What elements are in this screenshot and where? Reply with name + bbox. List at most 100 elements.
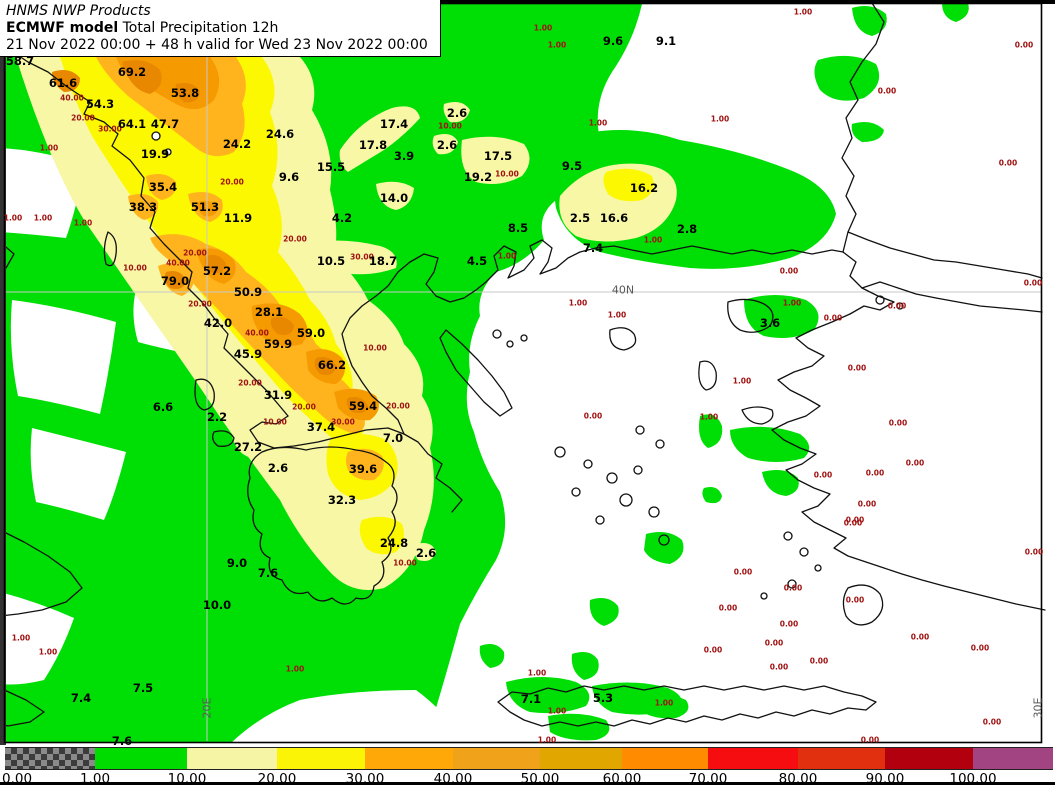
coastlines bbox=[0, 2, 1046, 727]
contour-value-label: 40.00 bbox=[245, 328, 269, 338]
contour-value-label: 1.00 bbox=[710, 114, 730, 124]
colorbar-segment-90.00 bbox=[885, 747, 973, 770]
island-marmara-1 bbox=[875, 295, 885, 305]
title-model-line: ECMWF model Total Precipitation 12h bbox=[6, 20, 434, 37]
title-validity: 21 Nov 2022 00:00 + 48 h valid for Wed 2… bbox=[6, 37, 428, 53]
coastline-italy-heel bbox=[0, 529, 83, 617]
precip-value-label: 14.0 bbox=[379, 191, 409, 205]
contour-value-label: 0.00 bbox=[583, 411, 603, 421]
precip-value-label: 59.4 bbox=[348, 399, 378, 413]
contour-value-label: 0.00 bbox=[779, 619, 799, 629]
title-box: HNMS NWP Products ECMWF model Total Prec… bbox=[0, 0, 441, 57]
precip-value-label: 69.2 bbox=[117, 65, 147, 79]
graticule-label-20e: 20E bbox=[200, 697, 214, 719]
precip-value-label: 2.6 bbox=[436, 138, 458, 152]
contour-value-label: 0.00 bbox=[888, 418, 908, 428]
contour-value-label: 0.00 bbox=[1014, 40, 1034, 50]
contour-value-label: 10.00 bbox=[438, 121, 462, 131]
contour-value-label: 1.00 bbox=[643, 235, 663, 245]
precip-value-label: 8.5 bbox=[507, 221, 529, 235]
precip-value-label: 2.2 bbox=[206, 410, 228, 424]
precip-value-label: 66.2 bbox=[317, 358, 347, 372]
island-tinos bbox=[655, 439, 665, 449]
coastline-crete bbox=[497, 685, 877, 727]
contour-value-label: 0.00 bbox=[877, 86, 897, 96]
island-cyclades-9 bbox=[658, 534, 670, 546]
contour-value-label: 20.00 bbox=[292, 402, 316, 412]
contour-value-label: 0.00 bbox=[769, 662, 789, 672]
precip-value-label: 54.3 bbox=[85, 97, 115, 111]
precip-value-label: 61.6 bbox=[48, 76, 78, 90]
precip-value-label: 10.5 bbox=[316, 254, 346, 268]
contour-value-label: 0.00 bbox=[703, 645, 723, 655]
coastline-chalkidiki-north bbox=[485, 239, 844, 283]
island-andros bbox=[635, 425, 645, 435]
precip-value-label: 59.9 bbox=[263, 337, 293, 351]
precip-value-label: 4.5 bbox=[466, 254, 488, 268]
island-cyclades-8 bbox=[595, 515, 605, 525]
colorbar-tick-label: 1.00 bbox=[79, 771, 111, 785]
contour-value-label: 1.00 bbox=[285, 664, 305, 674]
coastline-attica bbox=[403, 433, 463, 513]
contour-value-label: 1.00 bbox=[11, 633, 31, 643]
island-cyclades-6 bbox=[619, 493, 633, 507]
coastline-blacksea bbox=[841, 2, 885, 253]
contour-value-label: 10.00 bbox=[263, 417, 287, 427]
precip-value-label: 3.9 bbox=[393, 149, 415, 163]
contour-value-label: 20.00 bbox=[71, 113, 95, 123]
precip-value-label: 79.0 bbox=[160, 274, 190, 288]
contour-value-label: 40.00 bbox=[166, 258, 190, 268]
contour-value-label: 1.00 bbox=[39, 143, 59, 153]
graticule-label-40n: 40N bbox=[611, 283, 635, 297]
contour-value-label: 1.00 bbox=[699, 412, 719, 422]
contour-value-label: 40.00 bbox=[60, 93, 84, 103]
contour-value-label: 0.00 bbox=[905, 458, 925, 468]
coastline-limnos bbox=[609, 327, 637, 351]
contour-value-label: 1.00 bbox=[527, 668, 547, 678]
colorbar-tick-label: 70.00 bbox=[688, 771, 728, 785]
contour-value-label: 1.00 bbox=[547, 706, 567, 716]
contour-value-label: 20.00 bbox=[220, 177, 244, 187]
contour-value-label: 1.00 bbox=[73, 218, 93, 228]
colorbar-segment-50.00 bbox=[540, 747, 622, 770]
precip-value-label: 50.9 bbox=[233, 285, 263, 299]
contour-value-label: 0.00 bbox=[843, 518, 863, 528]
colorbar-legend: 0.00 1.00 10.00 20.00 30.00 40.00 50.00 60.00 70… bbox=[0, 747, 1055, 785]
coastline-marmara-south bbox=[861, 281, 1043, 313]
contour-value-label: 30.00 bbox=[350, 252, 374, 262]
precip-value-label: 45.9 bbox=[233, 347, 263, 361]
precip-value-label: 57.2 bbox=[202, 264, 232, 278]
coastline-corfu bbox=[103, 231, 117, 267]
island-sporades-1 bbox=[492, 329, 502, 339]
contour-value-label: 0.00 bbox=[809, 656, 829, 666]
coastline-east-mainland bbox=[341, 253, 487, 435]
colorbar-tick-label: 0.00 bbox=[2, 771, 33, 785]
coastline-kefalonia bbox=[194, 378, 215, 411]
precip-value-label: 15.5 bbox=[316, 160, 346, 174]
precip-value-label: 27.2 bbox=[233, 440, 263, 454]
precip-value-label: 28.1 bbox=[254, 305, 284, 319]
colorbar-segment-100.00 bbox=[973, 747, 1053, 770]
coastline-turkey-aegean bbox=[771, 313, 1046, 611]
coastline-italy-tip bbox=[0, 687, 45, 727]
contour-value-label: 0.00 bbox=[910, 632, 930, 642]
island-dodecanese-4 bbox=[787, 579, 797, 589]
colorbar-tick-label: 90.00 bbox=[865, 771, 905, 785]
contour-value-label: 0.00 bbox=[733, 567, 753, 577]
island-cyclades-7 bbox=[648, 506, 660, 518]
island-dodecanese-3 bbox=[814, 564, 822, 572]
precip-value-label: 2.6 bbox=[267, 461, 289, 475]
contour-value-label: 1.00 bbox=[38, 647, 58, 657]
colorbar-tick-label: 40.00 bbox=[433, 771, 473, 785]
title-products: HNMS NWP Products bbox=[6, 3, 151, 19]
contour-value-label: 20.00 bbox=[183, 248, 207, 258]
precip-value-label: 24.8 bbox=[379, 536, 409, 550]
contour-value-label: 1.00 bbox=[547, 40, 567, 50]
map-frame bbox=[0, 0, 1055, 745]
precip-value-label: 42.0 bbox=[203, 316, 233, 330]
colorbar-segment-70.00 bbox=[708, 747, 798, 770]
precip-value-label: 7.0 bbox=[382, 431, 404, 445]
contour-value-label: 1.00 bbox=[537, 735, 557, 745]
colorbar-segment-30.00 bbox=[365, 747, 453, 770]
